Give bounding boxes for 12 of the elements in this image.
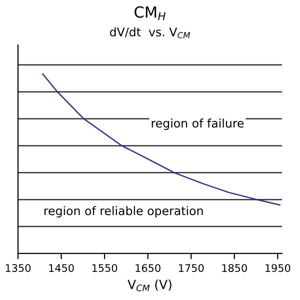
chart-subtitle: dV/dt vs. V$_{CM}$ <box>110 27 190 38</box>
x-tick-label: 1450 <box>49 264 74 272</box>
x-tick-label: 1650 <box>136 264 160 272</box>
chart-title: CM$_{H}$ <box>134 6 166 20</box>
x-tick-label: 1350 <box>6 264 31 272</box>
x-tick-label: 1850 <box>222 264 247 272</box>
x-axis-title: V$_{CM}$ (V) <box>128 280 172 292</box>
x-tick-label: 1750 <box>179 264 204 272</box>
x-tick-label: 1550 <box>92 264 118 272</box>
annotation: region of reliable operation <box>44 206 203 218</box>
x-tick-label: 1950 <box>266 264 290 272</box>
annotation: region of failure <box>152 118 244 130</box>
